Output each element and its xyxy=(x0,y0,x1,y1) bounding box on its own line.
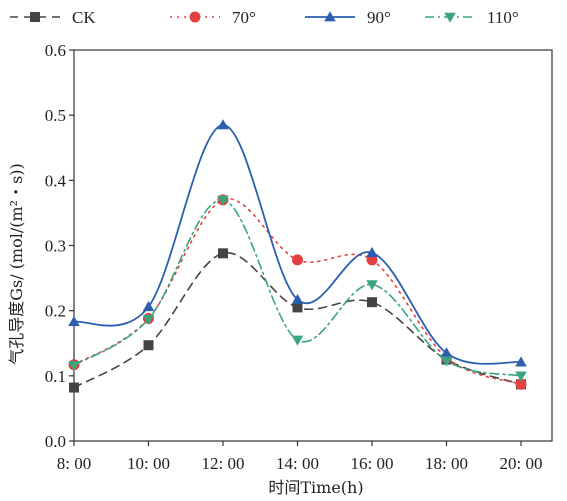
legend-marker-110 xyxy=(444,12,456,23)
y-tick-label: 0.0 xyxy=(45,432,66,451)
data-point-70 xyxy=(515,378,527,390)
data-point-70 xyxy=(366,254,378,266)
data-point-70 xyxy=(292,254,303,266)
data-point-ck xyxy=(292,302,303,313)
legend-label-70: 70° xyxy=(232,8,256,27)
y-tick-label: 0.5 xyxy=(45,106,66,125)
y-axis-title: 气孔导度Gs/ (mol/(m²・s)) xyxy=(7,163,26,365)
data-point-ck xyxy=(143,340,154,351)
x-axis-title: 时间Time(h) xyxy=(268,478,363,497)
x-tick-label: 20: 00 xyxy=(500,454,543,473)
data-point-110 xyxy=(291,335,304,346)
x-tick-label: 14: 00 xyxy=(276,454,319,473)
data-point-90 xyxy=(217,119,229,130)
x-tick-label: 18: 00 xyxy=(425,454,468,473)
data-point-110 xyxy=(515,371,527,382)
y-tick-label: 0.1 xyxy=(45,367,66,386)
legend-label-ck: CK xyxy=(72,8,96,27)
axes: 0.0 0.1 0.2 0.3 0.4 0.5 0.6 8: 00 10: 00 12: 00 14… xyxy=(45,41,553,473)
legend-item-70: 70° xyxy=(170,8,256,27)
series-ck xyxy=(69,248,526,393)
legend-item-90: 90° xyxy=(305,8,391,27)
legend-marker-70 xyxy=(189,11,201,23)
x-tick-label: 10: 00 xyxy=(127,454,170,473)
series-layer xyxy=(68,119,527,393)
data-point-110 xyxy=(142,314,155,325)
data-point-90 xyxy=(68,315,80,327)
legend-label-90: 90° xyxy=(367,8,391,27)
x-tick-label: 12: 00 xyxy=(202,454,245,473)
legend-marker-90 xyxy=(324,11,336,22)
legend: CK 70° 90° 110° xyxy=(10,8,519,27)
legend-label-110: 110° xyxy=(487,8,519,27)
data-point-90 xyxy=(515,356,527,367)
data-point-90 xyxy=(366,246,378,257)
data-point-90 xyxy=(291,293,304,304)
y-tick-label: 0.4 xyxy=(45,171,67,190)
plot-frame xyxy=(73,49,553,442)
x-tick-label: 8: 00 xyxy=(57,454,91,473)
series-90 xyxy=(68,119,527,367)
data-point-110 xyxy=(440,356,453,367)
series-110 xyxy=(68,195,527,382)
data-point-90 xyxy=(440,347,453,358)
legend-marker-ck xyxy=(30,12,40,22)
legend-item-110: 110° xyxy=(425,8,519,27)
data-point-110 xyxy=(68,361,80,372)
data-point-ck xyxy=(218,248,228,259)
data-point-110 xyxy=(366,280,378,291)
series-70 xyxy=(68,194,527,390)
x-tick-label: 16: 00 xyxy=(351,454,394,473)
y-tick-label: 0.2 xyxy=(45,302,66,321)
legend-item-ck: CK xyxy=(10,8,96,27)
series-line-ck xyxy=(73,252,522,389)
data-point-ck xyxy=(69,382,79,393)
series-line-90 xyxy=(73,124,522,365)
data-point-90 xyxy=(142,301,155,312)
data-point-110 xyxy=(217,195,229,206)
y-tick-label: 0.6 xyxy=(45,41,66,60)
series-line-110 xyxy=(73,199,522,377)
series-line-70 xyxy=(73,198,522,386)
data-point-ck xyxy=(367,297,377,308)
y-tick-label: 0.3 xyxy=(45,237,66,256)
